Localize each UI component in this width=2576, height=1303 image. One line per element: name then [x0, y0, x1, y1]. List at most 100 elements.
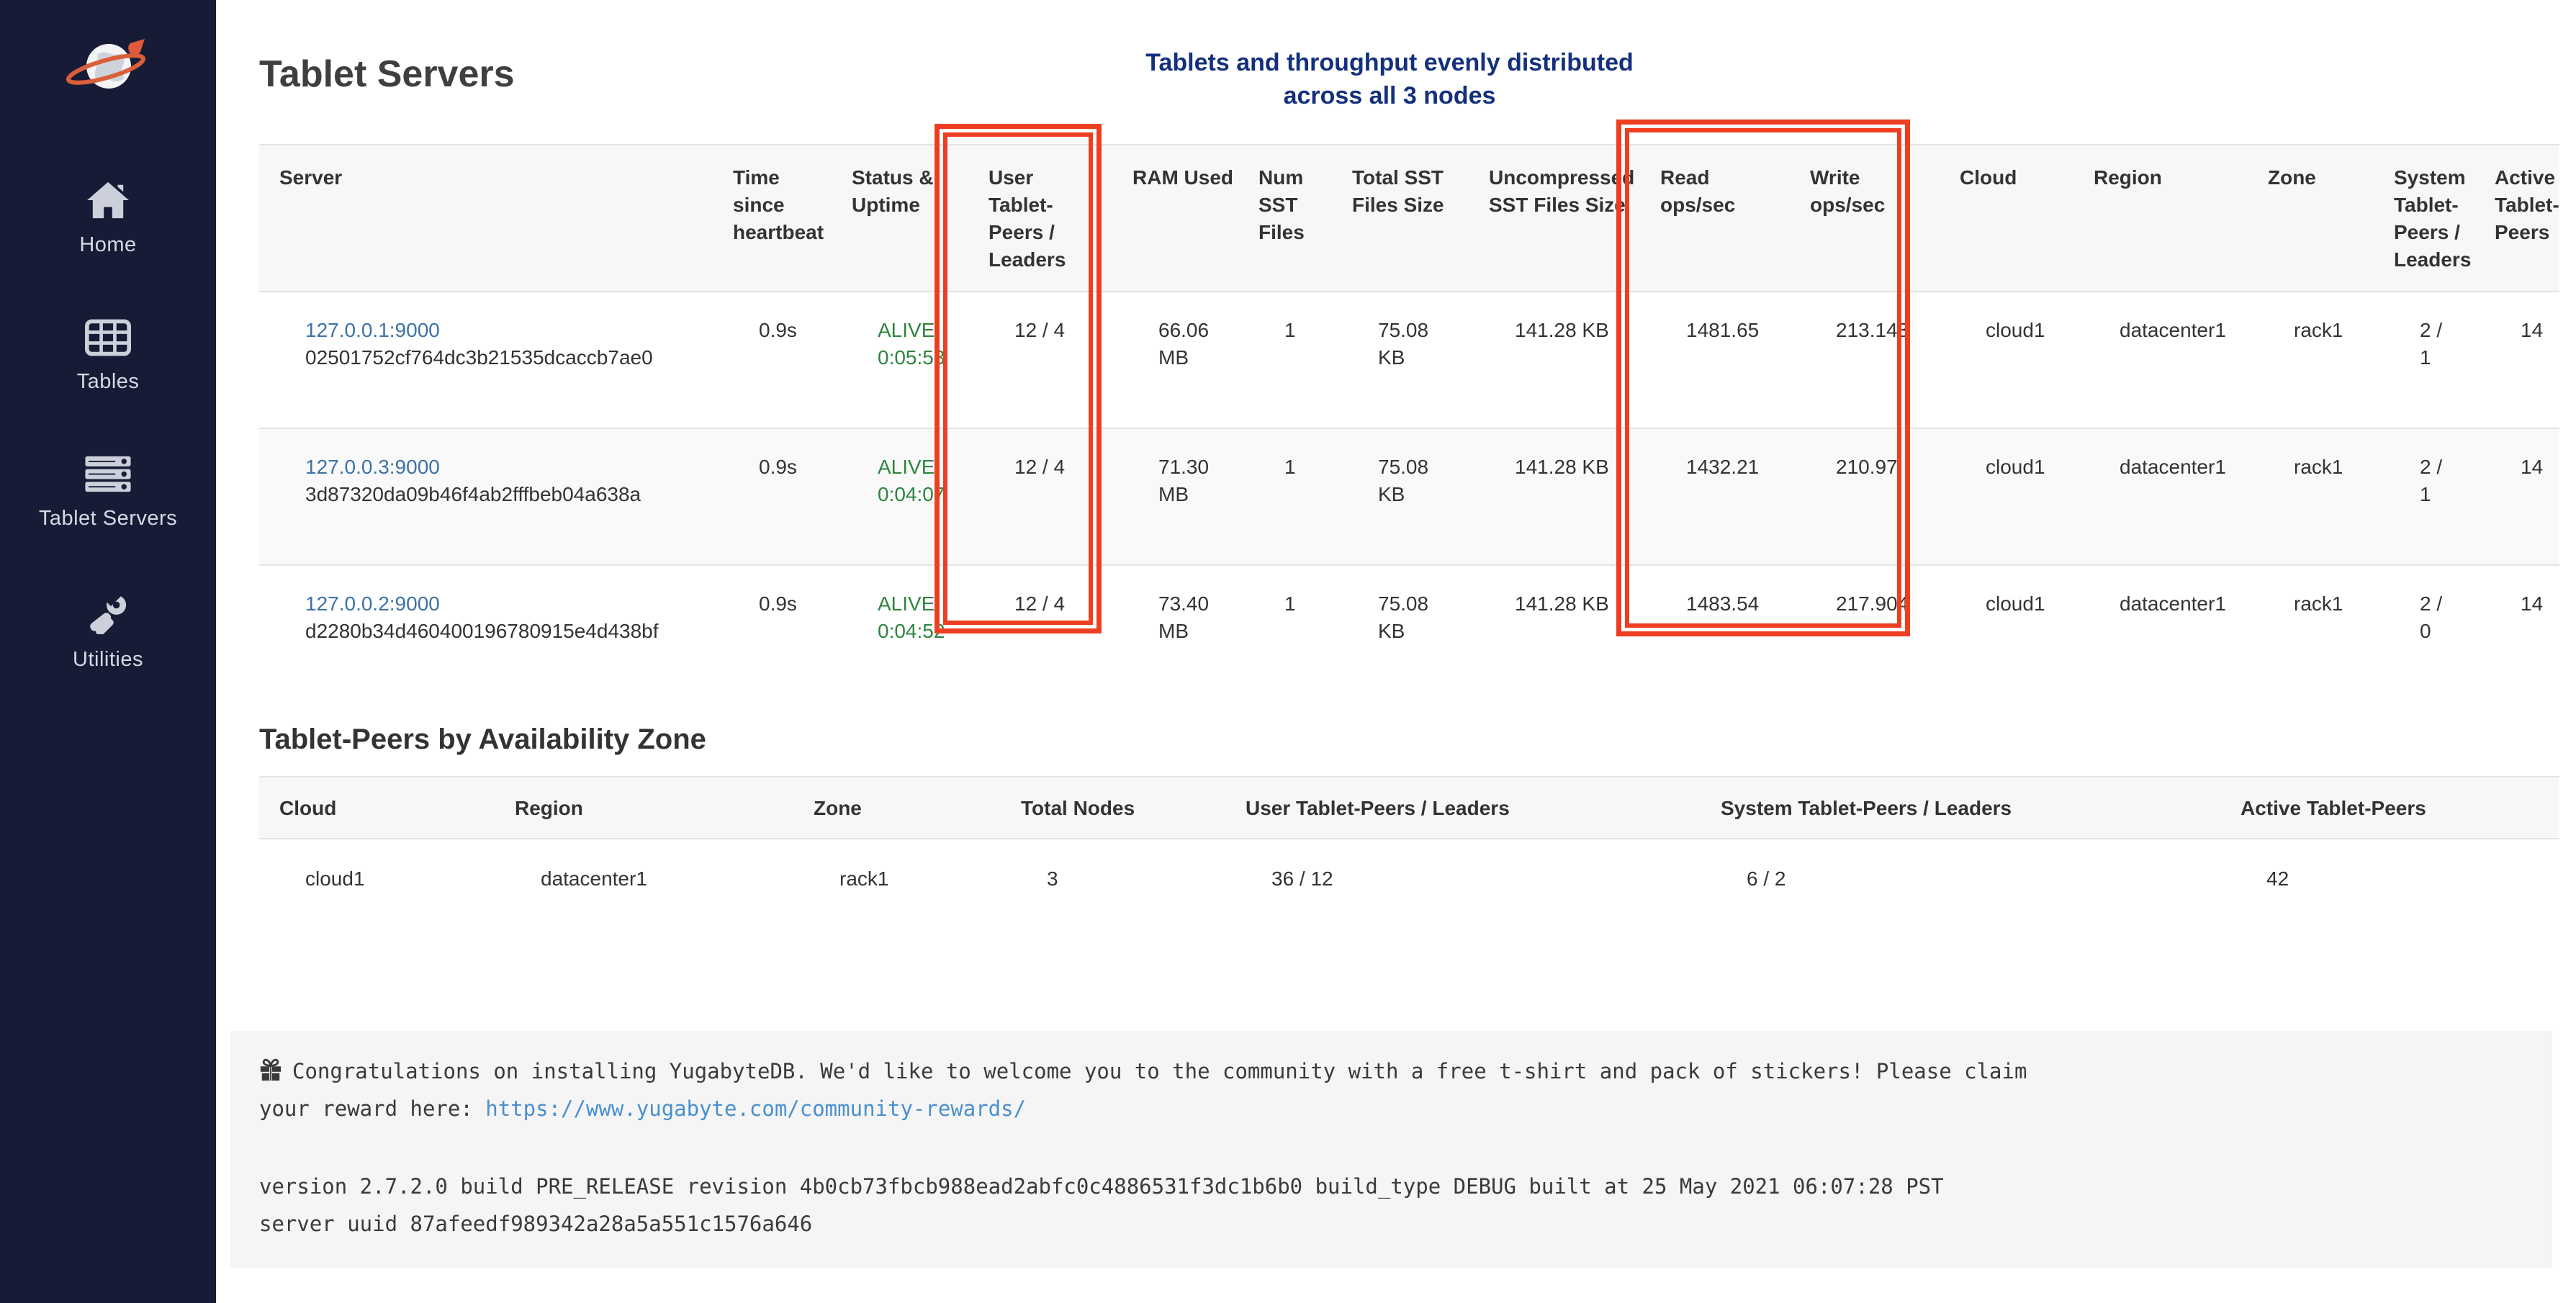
active-tablets-cell: 14: [2474, 564, 2559, 701]
sidebar-item-label: Tablet Servers: [38, 507, 178, 530]
region-cell: datacenter1: [2120, 319, 2226, 341]
num-sst-cell: 1: [1284, 319, 1296, 341]
uptime: 0:04:52: [878, 620, 945, 642]
ram-cell: 71.30 MB: [1112, 428, 1238, 565]
col-zone: Zone: [793, 776, 1001, 839]
total-sst-cell: 75.08 KB: [1332, 428, 1469, 565]
uncompressed-sst-cell: 141.28 KB: [1469, 428, 1640, 565]
num-sst-cell: 1: [1238, 428, 1332, 565]
tablet-servers-icon: [84, 456, 132, 497]
read-ops-cell: 1432.21: [1640, 428, 1790, 565]
col-active-tp: Active Tablet-Peers: [2220, 776, 2559, 839]
col-region: Region: [495, 776, 793, 839]
annotation-line1: Tablets and throughput evenly distribute…: [1145, 49, 1634, 76]
server-uuid: d2280b34d460400196780915e4d438bf: [305, 620, 659, 642]
col-active-tablet-peers: Active Tablet-Peers: [2474, 144, 2559, 292]
gift-icon: [259, 1055, 282, 1081]
footer-banner: Congratulations on installing YugabyteDB…: [230, 1031, 2552, 1268]
tablet-servers-table: Server Time since heartbeat Status & Upt…: [259, 144, 2559, 701]
region-cell: datacenter1: [541, 867, 647, 890]
cloud-cell: cloud1: [305, 867, 365, 890]
footer-message-line1: Congratulations on installing YugabyteDB…: [292, 1059, 2027, 1083]
table-row: 127.0.0.1:9000 02501752cf764dc3b21535dca…: [259, 292, 2559, 428]
cloud-cell: cloud1: [1986, 319, 2045, 341]
system-tablets-cell: 2 / 1: [2374, 428, 2474, 565]
write-ops-cell: 213.143: [1836, 319, 1909, 341]
annotation-line2: across all 3 nodes: [1283, 82, 1496, 109]
col-cloud: Cloud: [259, 776, 495, 839]
uptime: 0:04:07: [878, 483, 945, 505]
region-cell: datacenter1: [2073, 564, 2248, 701]
write-ops-cell: 217.904: [1790, 564, 1940, 701]
sidebar: Home Tables: [0, 0, 216, 1303]
col-user-tablet-peers: User Tablet-Peers / Leaders: [968, 144, 1112, 292]
table-row: 127.0.0.2:9000 d2280b34d460400196780915e…: [259, 564, 2559, 701]
sidebar-item-home[interactable]: Home: [79, 181, 136, 257]
total-sst-cell: 75.08 KB: [1332, 564, 1469, 701]
col-region: Region: [2073, 144, 2248, 292]
footer-message-line2: your reward here:: [259, 1096, 486, 1121]
version-info: version 2.7.2.0 build PRE_RELEASE revisi…: [259, 1168, 2523, 1243]
status-alive: ALIVE:: [878, 319, 941, 341]
utilities-icon: [87, 592, 129, 638]
table-row: 127.0.0.3:9000 3d87320da09b46f4ab2fffbeb…: [259, 428, 2559, 565]
server-uuid: 3d87320da09b46f4ab2fffbeb04a638a: [305, 483, 641, 505]
col-cloud: Cloud: [1940, 144, 2073, 292]
col-read-ops: Read ops/sec: [1640, 144, 1790, 292]
server-link[interactable]: 127.0.0.1:9000: [305, 319, 440, 341]
region-cell: datacenter1: [2073, 428, 2248, 565]
server-uuid-line: server uuid 87afeedf989342a28a5a551c1576…: [259, 1212, 813, 1236]
active-tablets-cell: 14: [2521, 319, 2544, 341]
servers-header-row: Server Time since heartbeat Status & Upt…: [259, 144, 2559, 292]
read-ops-cell: 1481.65: [1686, 319, 1760, 341]
sidebar-item-label: Utilities: [73, 648, 143, 671]
sidebar-item-tables[interactable]: Tables: [77, 319, 140, 394]
sidebar-item-label: Tables: [76, 370, 140, 393]
version-line: version 2.7.2.0 build PRE_RELEASE revisi…: [259, 1174, 1944, 1199]
server-cell: 127.0.0.3:9000 3d87320da09b46f4ab2fffbeb…: [259, 428, 713, 565]
yugabyte-logo[interactable]: [63, 36, 153, 103]
table-row: cloud1 datacenter1 rack1 3 36 / 12 6 / 2…: [259, 839, 2559, 939]
community-message: Congratulations on installing YugabyteDB…: [259, 1052, 2523, 1127]
col-total-nodes: Total Nodes: [1001, 776, 1225, 839]
user-tablets-cell: 12 / 4: [1014, 319, 1066, 341]
server-link[interactable]: 127.0.0.3:9000: [305, 456, 440, 478]
col-ram-used: RAM Used: [1112, 144, 1238, 292]
main-content: Tablet Servers Tablets and throughput ev…: [216, 0, 2576, 1303]
uncompressed-sst-cell: 141.28 KB: [1469, 564, 1640, 701]
write-ops-cell: 210.97: [1790, 428, 1940, 565]
server-link[interactable]: 127.0.0.2:9000: [305, 592, 440, 615]
server-cell: 127.0.0.2:9000 d2280b34d460400196780915e…: [259, 564, 713, 701]
active-tp-cell: 42: [2266, 867, 2289, 890]
community-rewards-link[interactable]: https://www.yugabyte.com/community-rewar…: [485, 1096, 1027, 1121]
system-tp-cell: 6 / 2: [1747, 867, 1786, 890]
user-tp-cell: 36 / 12: [1271, 867, 1333, 890]
col-status-uptime: Status & Uptime: [832, 144, 968, 292]
sidebar-item-tablet-servers[interactable]: Tablet Servers: [39, 456, 177, 531]
page-title: Tablet Servers: [259, 53, 515, 95]
ram-cell: 73.40 MB: [1112, 564, 1238, 701]
active-tablets-cell: 14: [2474, 428, 2559, 565]
server-cell: 127.0.0.1:9000 02501752cf764dc3b21535dca…: [259, 292, 713, 428]
col-num-sst: Num SST Files: [1238, 144, 1332, 292]
section-title-az: Tablet-Peers by Availability Zone: [259, 723, 706, 755]
status-alive: ALIVE:: [878, 592, 941, 615]
col-server: Server: [259, 144, 713, 292]
zone-cell: rack1: [2248, 564, 2374, 701]
zone-cell: rack1: [2248, 428, 2374, 565]
tables-icon: [84, 319, 131, 360]
az-header-row: Cloud Region Zone Total Nodes User Table…: [259, 776, 2559, 839]
col-write-ops: Write ops/sec: [1790, 144, 1940, 292]
col-zone: Zone: [2248, 144, 2374, 292]
sidebar-item-utilities[interactable]: Utilities: [73, 592, 143, 672]
num-sst-cell: 1: [1238, 564, 1332, 701]
system-tablets-cell: 2 / 1: [2420, 319, 2443, 369]
col-uncompressed-sst: Uncompressed SST Files Size: [1469, 144, 1640, 292]
system-tablets-cell: 2 / 0: [2374, 564, 2474, 701]
annotation-note: Tablets and throughput evenly distribute…: [1093, 46, 1686, 112]
status-alive: ALIVE:: [878, 456, 941, 478]
zone-cell: rack1: [2294, 319, 2343, 341]
uptime: 0:05:53: [878, 346, 945, 369]
status-cell: ALIVE: 0:04:52: [832, 564, 968, 701]
